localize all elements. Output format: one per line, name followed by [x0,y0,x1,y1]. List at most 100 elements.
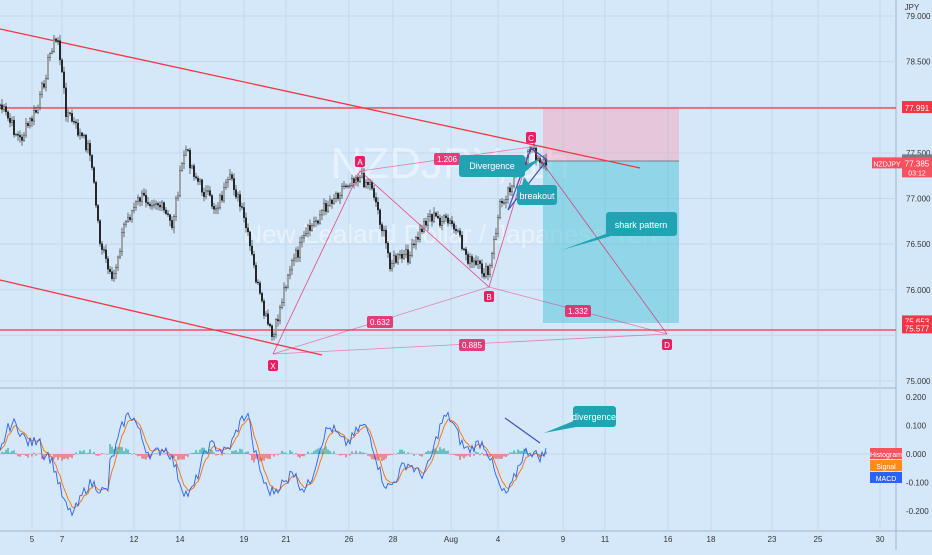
macd-histogram-bar [501,454,503,459]
macd-histogram-bar [475,451,477,454]
candle-body [231,174,233,179]
macd-histogram-bar [379,454,381,458]
divergence-line[interactable] [530,147,548,161]
pattern-point-a[interactable]: A [355,156,365,167]
callout-divergence[interactable]: Divergence [459,155,541,177]
breakout-line[interactable] [507,147,532,211]
pattern-point-b[interactable]: B [484,291,494,302]
candle-body [445,215,447,218]
macd-histogram-bar [407,452,409,454]
macd-histogram-bar [417,453,419,455]
macd-divergence-line[interactable] [504,417,541,444]
svg-text:Histogram: Histogram [870,452,902,459]
macd-histogram-bar [493,454,495,459]
macd-histogram-bar [101,453,103,454]
candle-body [329,199,331,206]
svg-text:77.991: 77.991 [905,104,930,113]
candle-body [37,107,39,113]
ratio-label[interactable]: 1.206 [434,153,460,165]
macd-histogram-bar [241,449,243,454]
macd-histogram-bar [399,449,401,454]
y-tick-label: 77.000 [906,195,931,204]
macd-histogram-bar [421,454,423,457]
svg-text:MACD: MACD [876,476,897,483]
svg-text:A: A [357,158,363,167]
macd-histogram-bar [269,454,271,460]
y-tick-label: 77.500 [906,149,931,158]
ratio-label[interactable]: 0.885 [459,339,485,351]
candle-body [259,282,261,294]
candle-body [333,198,335,204]
upper-trendline[interactable] [0,28,641,169]
macd-histogram-bar [457,454,459,457]
candle-body [319,214,321,224]
macd-histogram-bar [155,453,157,454]
macd-histogram-bar [89,449,91,454]
macd-histogram-bar [23,454,25,455]
candle-body [99,220,101,244]
macd-histogram-bar [215,454,217,456]
candle-body [295,249,297,259]
lower-trendline[interactable] [0,279,323,356]
macd-histogram-bar [131,453,133,455]
macd-histogram-bar [325,446,327,454]
macd-histogram-bar [223,452,225,454]
ratio-label[interactable]: 0.632 [367,316,393,328]
macd-histogram-bar [57,454,59,461]
currency-label: JPY [905,3,920,12]
pattern-point-x[interactable]: X [268,360,278,371]
svg-text:X: X [270,362,276,371]
macd-histogram-bar [365,453,367,454]
position-stop-zone[interactable] [543,108,679,161]
candle-body [409,255,411,263]
candle-body [363,172,365,188]
y-tick-label: 76.000 [906,286,931,295]
candle-body [175,197,177,217]
macd-histogram-bar [341,454,343,456]
macd-histogram-bar [445,450,447,454]
macd-histogram-bar [261,454,263,461]
macd-histogram-bar [337,454,339,455]
candle-body [471,256,473,263]
macd-histogram-bar [173,454,175,458]
candle-body [163,202,165,211]
candle-body [111,271,113,279]
position-target-zone[interactable] [543,161,679,323]
candle-body [449,220,451,224]
candle-body [193,165,195,177]
macd-histogram-bar [375,454,377,460]
pattern-point-c[interactable]: C [526,132,536,143]
macd-histogram-bar [163,454,165,455]
candle-body [405,249,407,255]
candle-body [183,154,185,165]
candle-body [129,217,131,220]
macd-histogram-bar [403,451,405,454]
pattern-point-d[interactable]: D [662,339,672,350]
macd-histogram-bar [115,446,117,454]
candle-body [59,40,61,61]
callout-breakout-text: breakout [519,191,555,201]
macd-histogram-bar [157,453,159,454]
macd-histogram-bar [31,454,33,457]
callout-breakout[interactable]: breakout [517,177,557,205]
candle-body [105,249,107,259]
candle-body [73,121,75,123]
macd-histogram-bar [243,452,245,454]
macd-histogram-bar [393,453,395,455]
candle-body [427,216,429,226]
candle-body [15,134,17,136]
candle-body [255,264,257,283]
macd-histogram-bar [63,454,65,460]
macd-histogram-bar [147,454,149,458]
x-tick-label: 12 [130,535,139,544]
macd-histogram-bar [297,454,299,457]
macd-histogram-bar [53,454,55,460]
candle-body [275,319,277,335]
callout-shark-pattern[interactable]: shark pattern [562,212,677,250]
macd-histogram-bar [545,451,547,454]
ratio-label[interactable]: 1.332 [565,305,591,317]
macd-histogram-bar [17,454,19,457]
macd-histogram-bar [273,454,275,457]
callout-macd-divergence[interactable]: divergence [544,406,616,433]
